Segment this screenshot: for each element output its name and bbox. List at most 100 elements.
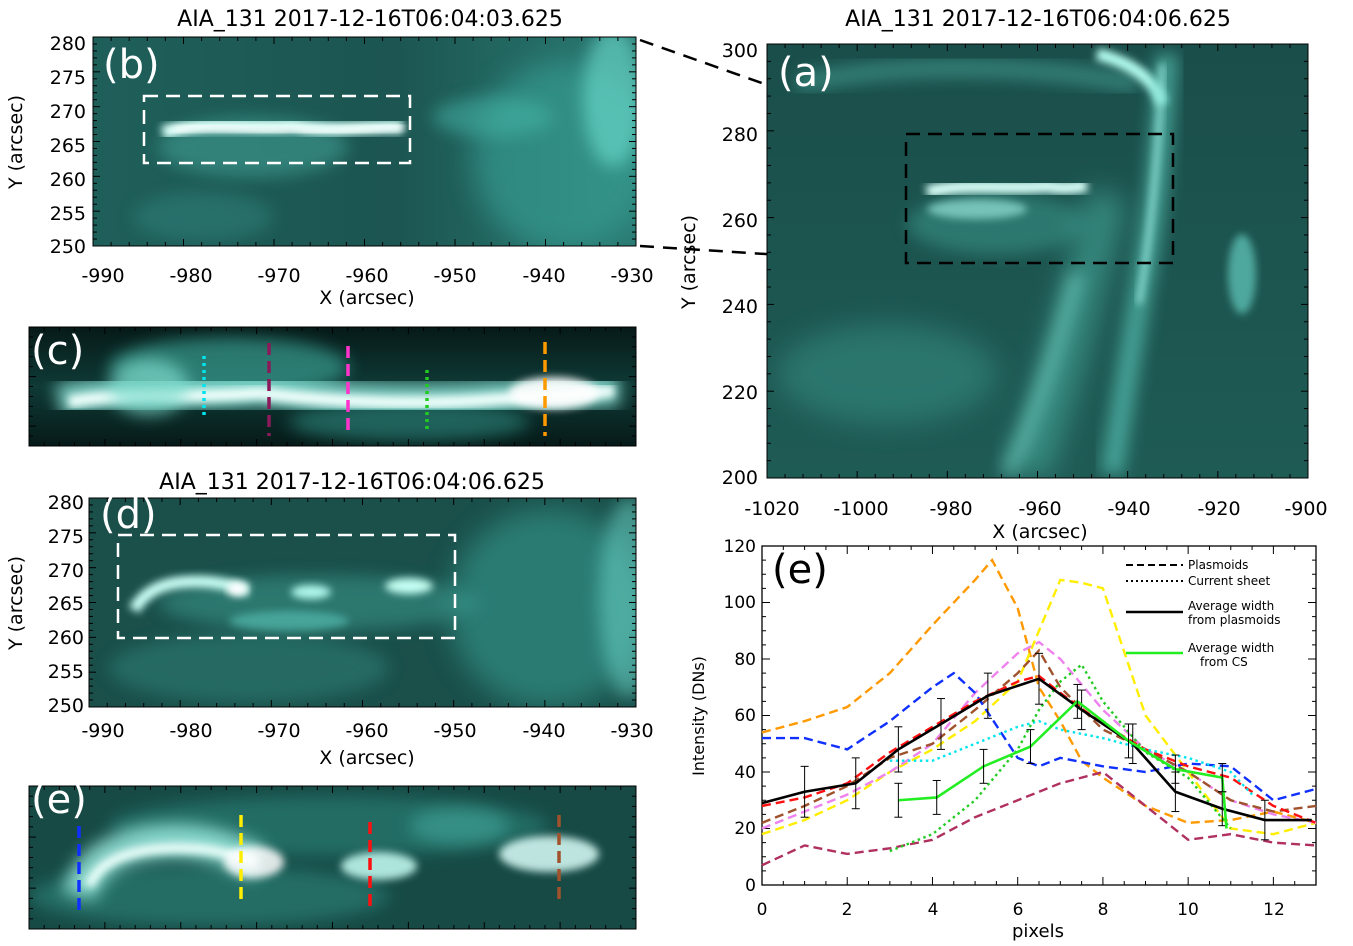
x-tick: -960 [345, 720, 388, 742]
panel-c-image [29, 327, 636, 446]
panel-c: (c) [28, 326, 637, 447]
panel-e-image [29, 786, 636, 929]
image-frame-ticks [28, 326, 637, 447]
chart-series-line-2 [761, 640, 1317, 830]
chart-error-bar [1218, 763, 1227, 793]
chart-y-tick: 60 [734, 706, 756, 726]
y-tick: 255 [48, 661, 84, 683]
y-tick: 220 [722, 382, 758, 404]
x-tick: -920 [1197, 498, 1240, 520]
x-tick: -980 [929, 498, 972, 520]
y-tick: 265 [50, 135, 86, 157]
x-tick: -930 [610, 720, 653, 742]
panel-d-image [89, 498, 636, 707]
y-tick: 270 [48, 560, 84, 582]
chart-series-line-1 [761, 578, 1317, 836]
panel-b-xlabel: X (arcsec) [319, 287, 414, 309]
image-frame-ticks [28, 785, 637, 930]
panel-d-x-ticks: -990 -980 -970 -960 -950 -940 -930 [81, 720, 653, 742]
x-tick: -950 [433, 720, 476, 742]
x-tick: -960 [1018, 498, 1061, 520]
x-tick: -990 [81, 720, 124, 742]
panel-a: AIA_131 2017-12-16T06:04:06.625 (a) -102… [678, 7, 1328, 543]
image-frame-ticks [766, 43, 1309, 479]
x-tick: -930 [610, 265, 653, 287]
x-tick: -980 [169, 720, 212, 742]
chart-x-ticks: 0 2 4 6 8 10 12 [757, 900, 1285, 920]
x-tick: -970 [257, 265, 300, 287]
y-tick: 260 [50, 169, 86, 191]
chart-ylabel: Intensity (DNs) [689, 656, 708, 776]
chart-x-tick: 4 [928, 900, 939, 920]
chart-y-ticks: 0 20 40 60 80 100 120 [724, 537, 756, 896]
chart-error-bar [1073, 683, 1082, 719]
chart-error-bar [1035, 652, 1043, 705]
chart-series-line-7 [889, 719, 1253, 796]
chart-error-bar [1026, 729, 1035, 765]
x-tick: -940 [522, 720, 565, 742]
panel-b-roi-box [142, 94, 412, 165]
chart-error-bar [1077, 689, 1086, 731]
legend-label-current-sheet: Current sheet [1188, 574, 1271, 588]
chart-error-bar [894, 782, 903, 818]
chart-x-tick: 6 [1013, 900, 1024, 920]
y-tick: 265 [48, 593, 84, 615]
panel-a-xlabel: X (arcsec) [992, 521, 1087, 543]
chart-error-bar [932, 779, 941, 815]
chart-series-line-6 [761, 770, 1317, 867]
chart-series-line-8 [889, 662, 1232, 853]
panel-a-y-ticks: 300 280 260 240 220 200 [722, 40, 758, 489]
chart-y-tick: 20 [734, 819, 756, 839]
panel-b-y-ticks: 280 275 270 265 260 255 250 [50, 33, 86, 258]
panel-e-cut-lines [77, 815, 561, 915]
panel-d-title: AIA_131 2017-12-16T06:04:06.625 [159, 470, 545, 495]
chart-x-tick: 2 [842, 900, 853, 920]
panel-a-ylabel: Y (arcsec) [678, 215, 700, 310]
chart-error-bar [983, 672, 992, 719]
legend-label-avg-cs: Average width from CS [1188, 641, 1274, 669]
chart-y-tick: 120 [724, 537, 756, 557]
image-frame-ticks [88, 497, 637, 708]
y-tick: 270 [50, 101, 86, 123]
chart-error-bar [800, 765, 809, 818]
panel-b-label: (b) [103, 42, 160, 88]
chart-y-tick: 40 [734, 763, 756, 783]
x-tick: -1020 [744, 498, 799, 520]
chart-x-tick: 8 [1098, 900, 1109, 920]
chart-legend: Plasmoids Current sheet Average width fro… [1126, 558, 1281, 669]
chart-x-tick: 10 [1177, 900, 1199, 920]
chart-frame-ticks [761, 545, 1317, 886]
panel-d-label: (d) [100, 492, 157, 538]
panel-a-image [767, 44, 1308, 478]
y-tick: 250 [50, 236, 86, 258]
x-tick: -950 [433, 265, 476, 287]
legend-label-plasmoids: Plasmoids [1188, 558, 1248, 572]
panel-b-ylabel: Y (arcsec) [5, 95, 27, 190]
panel-a-label: (a) [778, 50, 834, 96]
y-tick: 275 [50, 67, 86, 89]
y-tick: 275 [48, 526, 84, 548]
y-tick: 280 [50, 33, 86, 55]
panel-d-xlabel: X (arcsec) [319, 747, 414, 769]
chart-error-bar [1124, 723, 1133, 759]
panel-d: AIA_131 2017-12-16T06:04:06.625 (d) -990… [5, 470, 654, 769]
y-tick: 200 [722, 467, 758, 489]
x-tick: -960 [345, 265, 388, 287]
chart-xlabel: pixels [1012, 921, 1064, 942]
panel-c-label: (c) [31, 328, 84, 374]
chart-panel-label: (e) [772, 547, 828, 593]
chart-y-tick: 80 [734, 650, 756, 670]
chart-series-line-3 [761, 648, 1317, 824]
panel-a-title: AIA_131 2017-12-16T06:04:06.625 [845, 7, 1231, 32]
y-tick: 250 [48, 695, 84, 717]
panel-e-chart: (e) 0 2 4 6 8 10 12 0 20 40 60 80 100 12… [689, 537, 1317, 942]
panel-e-image-panel: (e) [28, 777, 637, 930]
chart-error-bar [1171, 754, 1180, 784]
y-tick: 260 [48, 627, 84, 649]
panel-a-roi-box [904, 132, 1175, 265]
y-tick: 240 [722, 296, 758, 318]
chart-error-bar [979, 748, 988, 784]
chart-y-tick: 100 [724, 593, 756, 613]
image-frame-ticks [92, 36, 637, 247]
panel-d-y-ticks: 280 275 270 265 260 255 250 [48, 492, 84, 717]
